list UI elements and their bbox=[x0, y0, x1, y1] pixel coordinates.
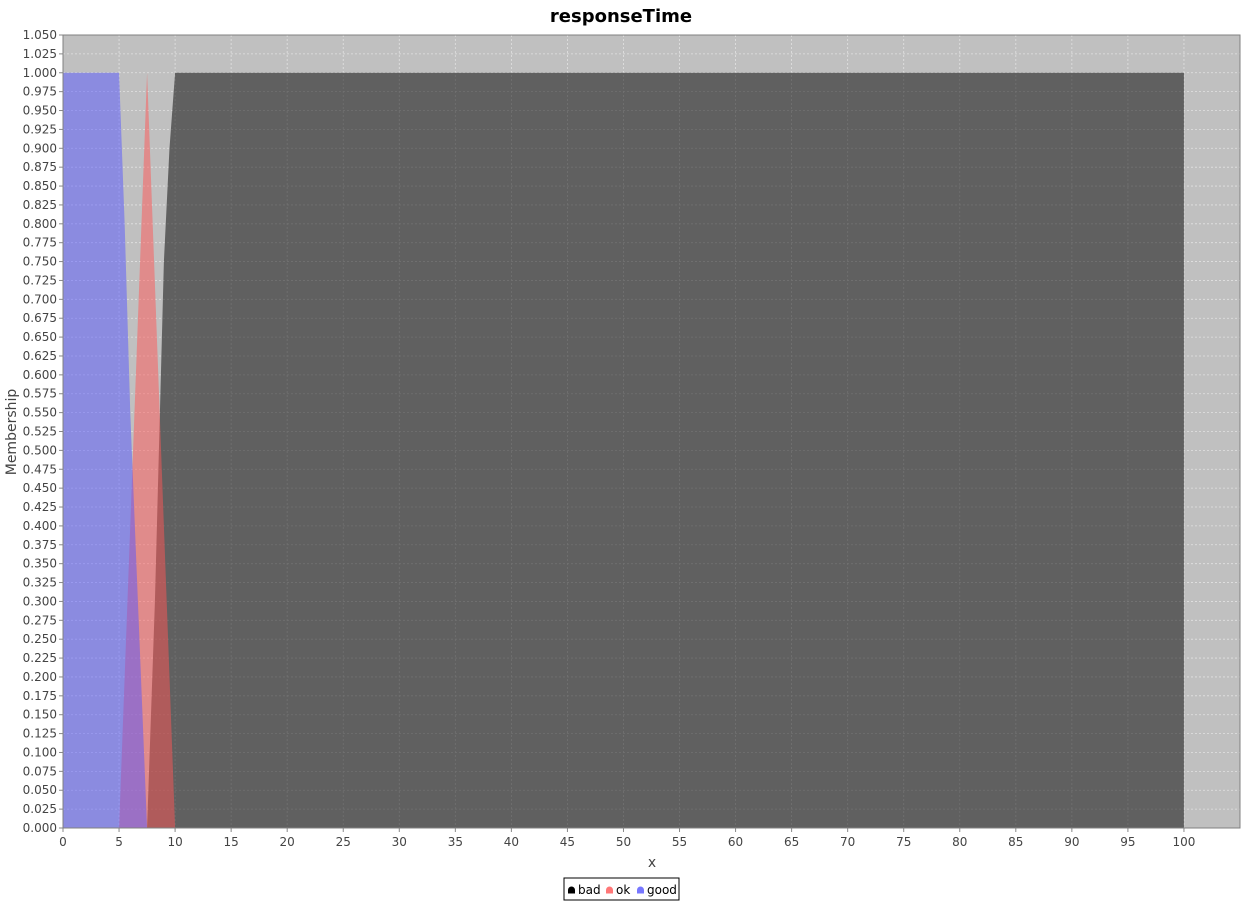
x-tick-label: 25 bbox=[336, 835, 351, 849]
y-tick-label: 0.925 bbox=[23, 122, 57, 136]
x-tick-label: 40 bbox=[504, 835, 519, 849]
y-tick-label: 0.850 bbox=[23, 179, 57, 193]
y-tick-label: 0.650 bbox=[23, 330, 57, 344]
y-tick-label: 0.300 bbox=[23, 594, 57, 608]
y-tick-label: 0.375 bbox=[23, 538, 57, 552]
x-tick-label: 100 bbox=[1172, 835, 1195, 849]
legend-swatch-ok bbox=[606, 886, 613, 894]
y-tick-label: 0.475 bbox=[23, 462, 57, 476]
y-tick-label: 0.150 bbox=[23, 708, 57, 722]
legend-label-bad: bad bbox=[578, 883, 601, 897]
y-tick-label: 0.325 bbox=[23, 576, 57, 590]
y-tick-label: 0.450 bbox=[23, 481, 57, 495]
y-tick-label: 0.725 bbox=[23, 273, 57, 287]
x-tick-label: 30 bbox=[392, 835, 407, 849]
x-tick-label: 75 bbox=[896, 835, 911, 849]
x-tick-label: 85 bbox=[1008, 835, 1023, 849]
legend-label-ok: ok bbox=[616, 883, 630, 897]
y-tick-label: 0.100 bbox=[23, 745, 57, 759]
y-tick-label: 0.775 bbox=[23, 236, 57, 250]
x-tick-label: 55 bbox=[672, 835, 687, 849]
legend-swatch-bad bbox=[568, 886, 575, 894]
legend-box bbox=[563, 877, 680, 901]
plot-border bbox=[62, 34, 1241, 829]
y-tick-label: 0.500 bbox=[23, 443, 57, 457]
y-tick-label: 0.900 bbox=[23, 141, 57, 155]
y-tick-label: 0.750 bbox=[23, 255, 57, 269]
y-tick-label: 1.025 bbox=[23, 47, 57, 61]
y-tick-label: 0.225 bbox=[23, 651, 57, 665]
y-tick-label: 0.400 bbox=[23, 519, 57, 533]
y-tick-label: 0.250 bbox=[23, 632, 57, 646]
y-tick-label: 0.700 bbox=[23, 292, 57, 306]
y-tick-label: 0.425 bbox=[23, 500, 57, 514]
y-tick-label: 0.350 bbox=[23, 557, 57, 571]
y-tick-label: 0.125 bbox=[23, 727, 57, 741]
x-tick-label: 65 bbox=[784, 835, 799, 849]
chart-legend: bad ok good bbox=[563, 877, 680, 901]
x-tick-label: 50 bbox=[616, 835, 631, 849]
x-tick-label: 10 bbox=[167, 835, 182, 849]
y-tick-label: 0.275 bbox=[23, 613, 57, 627]
x-tick-label: 90 bbox=[1064, 835, 1079, 849]
legend-label-good: good bbox=[647, 883, 677, 897]
y-tick-label: 0.625 bbox=[23, 349, 57, 363]
y-tick-label: 0.175 bbox=[23, 689, 57, 703]
y-tick-label: 0.000 bbox=[23, 821, 57, 835]
x-tick-label: 60 bbox=[728, 835, 743, 849]
x-tick-label: 80 bbox=[952, 835, 967, 849]
y-tick-label: 0.800 bbox=[23, 217, 57, 231]
x-tick-label: 95 bbox=[1120, 835, 1135, 849]
y-tick-label: 0.675 bbox=[23, 311, 57, 325]
y-tick-label: 0.600 bbox=[23, 368, 57, 382]
y-tick-label: 0.975 bbox=[23, 85, 57, 99]
x-tick-label: 0 bbox=[59, 835, 67, 849]
y-tick-label: 1.050 bbox=[23, 28, 57, 42]
y-axis-label: Membership bbox=[4, 389, 20, 476]
y-tick-label: 0.825 bbox=[23, 198, 57, 212]
legend-swatch-good bbox=[637, 886, 644, 894]
y-tick-label: 0.200 bbox=[23, 670, 57, 684]
x-tick-label: 70 bbox=[840, 835, 855, 849]
y-tick-label: 0.575 bbox=[23, 387, 57, 401]
y-tick-label: 0.875 bbox=[23, 160, 57, 174]
series-area-bad bbox=[63, 72, 1184, 828]
x-tick-label: 20 bbox=[280, 835, 295, 849]
x-tick-label: 45 bbox=[560, 835, 575, 849]
y-tick-label: 0.950 bbox=[23, 104, 57, 118]
y-tick-label: 0.550 bbox=[23, 406, 57, 420]
x-tick-label: 15 bbox=[224, 835, 239, 849]
x-tick-label: 5 bbox=[115, 835, 123, 849]
y-tick-label: 1.000 bbox=[23, 66, 57, 80]
y-tick-label: 0.075 bbox=[23, 764, 57, 778]
y-tick-label: 0.025 bbox=[23, 802, 57, 816]
plot-area: 0.000 0.025 0.050 0.075 0.100 0.125 0.150 0.175… bbox=[23, 28, 1241, 849]
chart-title: responseTime bbox=[550, 6, 692, 27]
y-tick-label: 0.525 bbox=[23, 425, 57, 439]
x-axis-label: x bbox=[648, 855, 656, 871]
x-tick-label: 35 bbox=[448, 835, 463, 849]
y-tick-label: 0.050 bbox=[23, 783, 57, 797]
